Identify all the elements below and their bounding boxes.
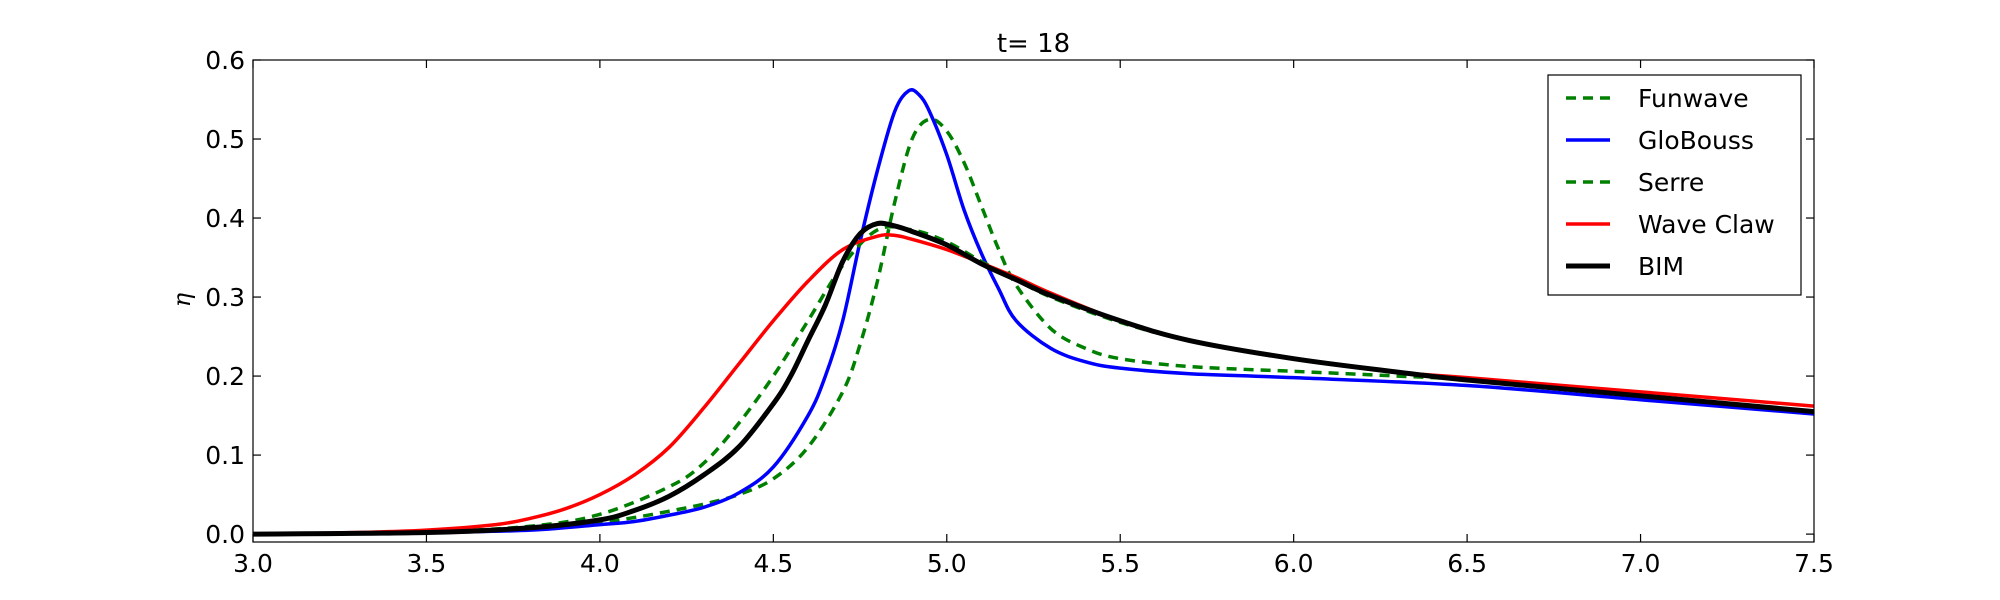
y-tick-label: 0.0 [205, 520, 245, 549]
legend-label-serre: Serre [1638, 168, 1704, 197]
x-tick-label: 7.0 [1621, 549, 1661, 578]
y-tick-label: 0.6 [205, 46, 245, 75]
x-tick-label: 6.0 [1274, 549, 1314, 578]
series-line-funwave-0 [252, 117, 1815, 536]
series-line-bim-4 [252, 220, 1815, 537]
legend-label-bim: BIM [1638, 252, 1684, 281]
legend-box [1547, 74, 1802, 296]
x-tick-label: 6.5 [1447, 549, 1487, 578]
series-line-serre-2 [252, 225, 1815, 536]
x-tick-label: 3.0 [233, 549, 273, 578]
x-tick-label: 7.5 [1794, 549, 1834, 578]
x-tick-label: 3.5 [407, 549, 447, 578]
legend-label-wave-claw: Wave Claw [1638, 210, 1775, 239]
legend-label-globouss: GloBouss [1638, 126, 1754, 155]
x-tick-label: 5.5 [1100, 549, 1140, 578]
legend: Funwave GloBouss Serre Wave Claw BIM [1547, 74, 1802, 296]
y-tick-label: 0.4 [205, 204, 245, 233]
plot-frame [252, 59, 1815, 543]
x-tick-label: 5.0 [927, 549, 967, 578]
legend-label-funwave: Funwave [1638, 84, 1749, 113]
y-tick-label: 0.5 [205, 125, 245, 154]
y-tick-label: 0.2 [205, 362, 245, 391]
y-axis: 0.0 0.1 0.2 0.3 0.4 0.5 0.6 [205, 46, 1814, 549]
series-line-globouss-1 [252, 88, 1815, 536]
y-tick-label: 0.1 [205, 441, 245, 470]
series-layer [252, 88, 1815, 537]
x-axis: 3.0 3.5 4.0 4.5 5.0 5.5 6.0 6.5 7.0 7.5 [233, 60, 1834, 578]
x-tick-label: 4.5 [753, 549, 793, 578]
x-tick-label: 4.0 [580, 549, 620, 578]
y-tick-label: 0.3 [205, 283, 245, 312]
y-axis-label: η [168, 292, 196, 307]
chart-title: t= 18 [997, 29, 1070, 59]
